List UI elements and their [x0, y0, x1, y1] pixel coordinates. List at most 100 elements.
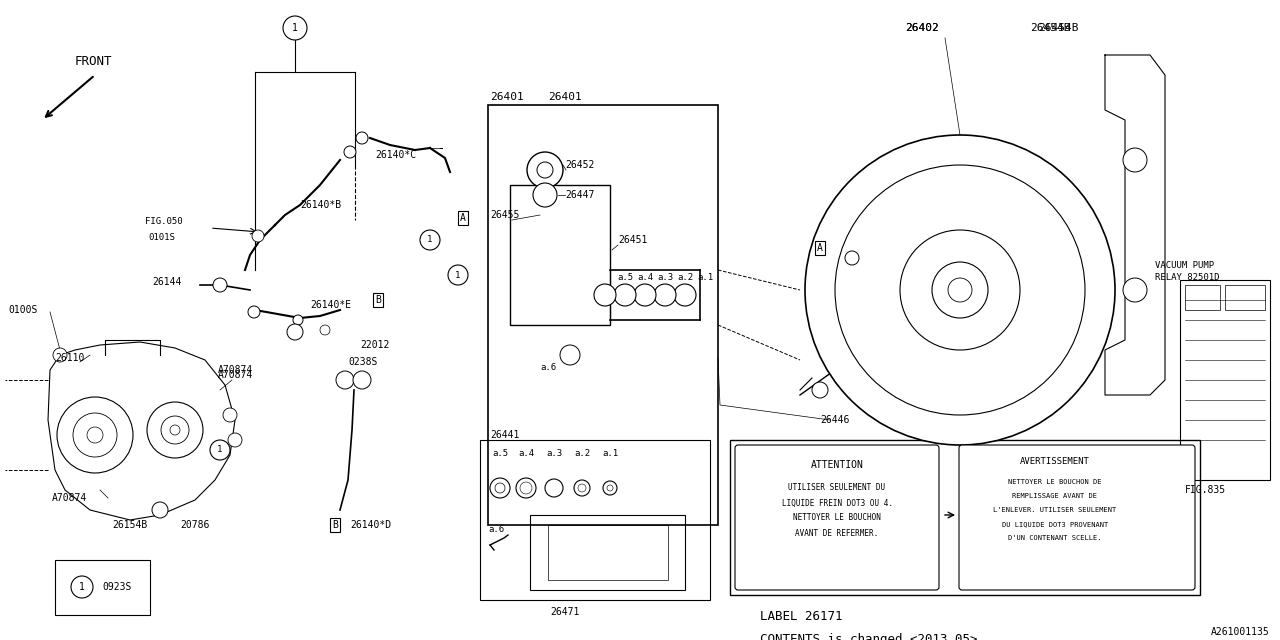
Text: 26154B: 26154B [113, 520, 147, 530]
Circle shape [532, 183, 557, 207]
Circle shape [490, 478, 509, 498]
Text: FRONT: FRONT [76, 55, 113, 68]
Circle shape [603, 481, 617, 495]
Circle shape [252, 230, 264, 242]
Text: a.3: a.3 [657, 273, 673, 282]
Bar [488, 105, 718, 525]
Text: a.2: a.2 [677, 273, 694, 282]
Text: AVERTISSEMENT: AVERTISSEMENT [1020, 458, 1091, 467]
Text: AVANT DE REFERMER.: AVANT DE REFERMER. [795, 529, 878, 538]
Text: a.2: a.2 [573, 449, 590, 458]
Circle shape [320, 325, 330, 335]
Text: 0101S: 0101S [148, 234, 175, 243]
Circle shape [87, 427, 102, 443]
Text: ATTENTION: ATTENTION [810, 460, 864, 470]
Bar [1225, 285, 1265, 310]
Circle shape [614, 284, 636, 306]
Text: D'UN CONTENANT SCELLE.: D'UN CONTENANT SCELLE. [1009, 535, 1102, 541]
Circle shape [812, 382, 828, 398]
Text: 26110: 26110 [55, 353, 84, 363]
Text: 26402: 26402 [905, 23, 938, 33]
Circle shape [1123, 148, 1147, 172]
Text: A: A [817, 243, 823, 253]
Text: FIG.835: FIG.835 [1185, 485, 1226, 495]
Bar [1180, 280, 1270, 480]
Text: 26140*D: 26140*D [349, 520, 392, 530]
Text: A70874: A70874 [218, 370, 253, 380]
Text: 26401: 26401 [548, 92, 581, 102]
Text: 26451: 26451 [618, 235, 648, 245]
Text: a.1: a.1 [698, 273, 713, 282]
Bar [509, 185, 611, 325]
Text: NETTOYER LE BOUCHON DE: NETTOYER LE BOUCHON DE [1009, 479, 1102, 485]
Text: RELAY 82501D: RELAY 82501D [1155, 273, 1220, 282]
Circle shape [654, 284, 676, 306]
Text: 26441: 26441 [490, 430, 520, 440]
Text: LABEL 26171: LABEL 26171 [760, 611, 842, 623]
Text: a.4: a.4 [518, 449, 534, 458]
Bar [480, 440, 710, 600]
Text: CONTENTS is changed.<2013.05>: CONTENTS is changed.<2013.05> [760, 632, 978, 640]
Circle shape [223, 408, 237, 422]
Circle shape [212, 278, 227, 292]
Text: UTILISER SEULEMENT DU: UTILISER SEULEMENT DU [788, 483, 886, 493]
Text: 0100S: 0100S [8, 305, 37, 315]
Circle shape [448, 265, 468, 285]
Circle shape [58, 397, 133, 473]
Circle shape [420, 230, 440, 250]
Bar [530, 515, 685, 590]
Circle shape [293, 315, 303, 325]
Circle shape [495, 483, 506, 493]
Text: A261001135: A261001135 [1211, 627, 1270, 637]
FancyBboxPatch shape [735, 445, 940, 590]
Circle shape [152, 502, 168, 518]
FancyBboxPatch shape [959, 445, 1196, 590]
Text: 0923S: 0923S [102, 582, 132, 592]
Circle shape [594, 284, 616, 306]
Text: 1: 1 [79, 582, 84, 592]
Circle shape [948, 278, 972, 302]
Text: 26452: 26452 [564, 160, 594, 170]
Text: REMPLISSAGE AVANT DE: REMPLISSAGE AVANT DE [1012, 493, 1097, 499]
Bar [548, 525, 668, 580]
Circle shape [675, 284, 696, 306]
Circle shape [147, 402, 204, 458]
Bar [730, 440, 1201, 595]
Text: 26447: 26447 [564, 190, 594, 200]
Text: 26455: 26455 [490, 210, 520, 220]
Text: 20786: 20786 [180, 520, 210, 530]
Text: B: B [332, 520, 338, 530]
Circle shape [344, 146, 356, 158]
Text: 1: 1 [218, 445, 223, 454]
Circle shape [634, 284, 657, 306]
Text: a.5: a.5 [492, 449, 508, 458]
Bar [55, 560, 150, 615]
Circle shape [932, 262, 988, 318]
Circle shape [900, 230, 1020, 350]
Circle shape [520, 482, 532, 494]
Text: B: B [375, 295, 381, 305]
Circle shape [538, 162, 553, 178]
Circle shape [73, 413, 116, 457]
Text: a.6: a.6 [540, 364, 556, 372]
Text: 26446: 26446 [820, 415, 850, 425]
Circle shape [353, 371, 371, 389]
Text: FIG.050: FIG.050 [145, 218, 183, 227]
Circle shape [573, 480, 590, 496]
Text: A: A [460, 213, 466, 223]
Circle shape [170, 425, 180, 435]
Text: 26454B: 26454B [1038, 23, 1079, 33]
Circle shape [210, 440, 230, 460]
Circle shape [835, 165, 1085, 415]
Circle shape [52, 348, 67, 362]
Text: 26401: 26401 [490, 92, 524, 102]
Circle shape [607, 485, 613, 491]
Circle shape [516, 478, 536, 498]
Text: 26140*B: 26140*B [300, 200, 342, 210]
Text: NETTOYER LE BOUCHON: NETTOYER LE BOUCHON [794, 513, 881, 522]
Circle shape [248, 306, 260, 318]
Text: 26402: 26402 [905, 23, 938, 33]
Circle shape [545, 479, 563, 497]
Circle shape [287, 324, 303, 340]
Text: a.4: a.4 [637, 273, 653, 282]
